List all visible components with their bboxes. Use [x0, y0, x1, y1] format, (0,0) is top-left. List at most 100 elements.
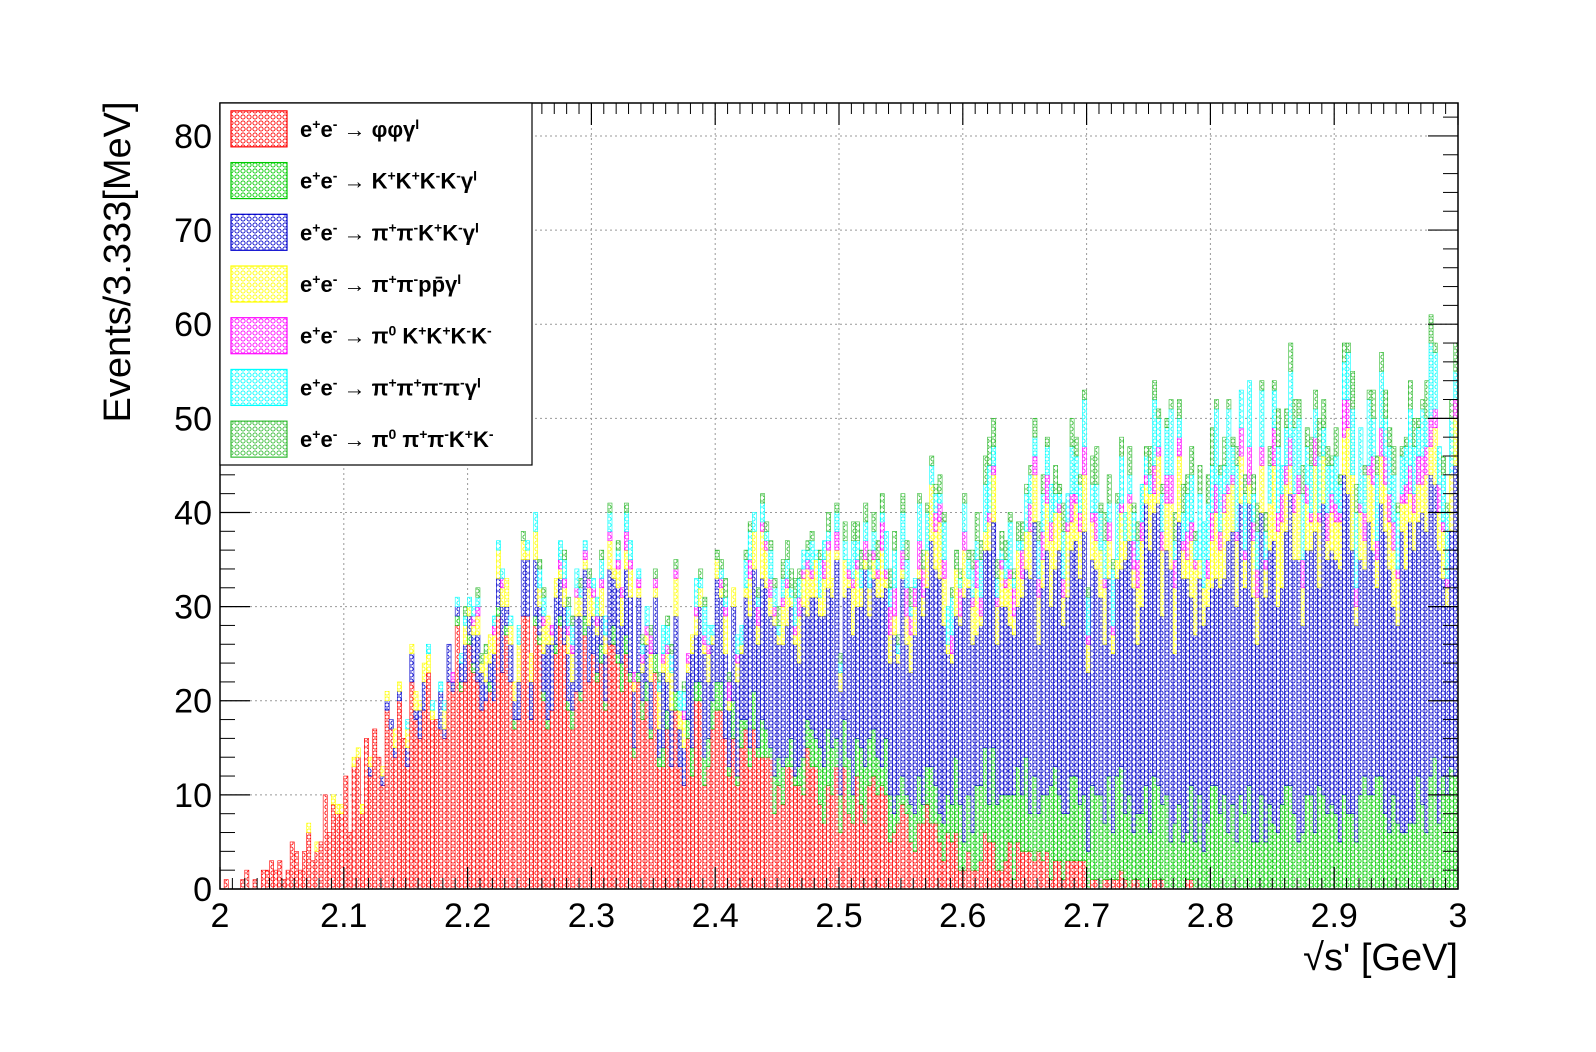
- histogram-bin: [710, 728, 716, 890]
- legend-entry: e+e- → π0 K+K+K-K-: [230, 317, 492, 355]
- histogram-bin: [780, 766, 786, 805]
- histogram-bin: [1044, 502, 1050, 551]
- histogram-bin: [516, 719, 522, 890]
- histogram-bin: [595, 672, 600, 683]
- histogram-bin: [293, 851, 299, 890]
- histogram-bin: [677, 766, 683, 890]
- histogram-bin: [896, 643, 902, 654]
- histogram-bin: [1366, 399, 1372, 466]
- histogram-bin: [1321, 794, 1327, 890]
- histogram-bin: [945, 606, 951, 645]
- histogram-bin: [1016, 521, 1021, 542]
- histogram-bin: [768, 615, 774, 749]
- histogram-bin: [1218, 813, 1223, 890]
- histogram-bin: [1218, 530, 1223, 551]
- histogram-bin: [1292, 493, 1298, 513]
- histogram-bin: [933, 483, 939, 494]
- histogram-bin: [459, 653, 464, 664]
- histogram-bin: [281, 879, 287, 890]
- histogram-bin: [718, 681, 724, 711]
- histogram-bin: [669, 766, 675, 890]
- x-tick-labels: 2 2.1 2.2 2.3 2.4 2.5 2.6 2.7 2.8 2.9 3: [211, 897, 1468, 935]
- histogram-bin: [652, 672, 658, 890]
- histogram-bin: [393, 728, 398, 749]
- histogram-bin: [987, 512, 992, 523]
- histogram-bin: [855, 521, 860, 542]
- histogram-bin: [784, 756, 790, 767]
- histogram-bin: [950, 587, 955, 598]
- histogram-bin: [830, 747, 836, 796]
- histogram-bin: [1086, 587, 1091, 598]
- histogram-bin: [450, 691, 456, 890]
- histogram-bin: [1333, 502, 1339, 523]
- histogram-bin: [1226, 493, 1232, 542]
- histogram-bin: [805, 549, 811, 560]
- histogram-bin: [718, 578, 724, 589]
- histogram-bin: [1057, 860, 1063, 890]
- histogram-bin: [537, 634, 543, 645]
- histogram-bin: [1280, 803, 1285, 890]
- histogram-bin: [896, 634, 902, 645]
- histogram-bin: [950, 803, 955, 843]
- histogram-bin: [632, 756, 638, 890]
- histogram-bin: [842, 559, 848, 598]
- histogram-bin: [879, 521, 885, 551]
- histogram-bin: [1168, 568, 1174, 843]
- histogram-bin: [1309, 549, 1314, 796]
- histogram-bin: [855, 559, 860, 570]
- legend-swatch: [230, 110, 288, 148]
- histogram-bin: [793, 578, 798, 598]
- histogram-bin: [1251, 493, 1256, 523]
- histogram-bin: [995, 578, 1001, 598]
- histogram-bin: [1148, 446, 1153, 476]
- histogram-bin: [813, 766, 819, 890]
- histogram-bin: [1247, 785, 1252, 890]
- legend-swatch: [230, 265, 288, 303]
- histogram-bin: [438, 681, 444, 692]
- histogram-bin: [690, 653, 695, 749]
- histogram-bin: [1412, 512, 1417, 551]
- histogram-bin: [1016, 540, 1021, 551]
- histogram-bin: [1057, 483, 1063, 494]
- histogram-bin: [525, 549, 530, 560]
- histogram-bin: [1069, 775, 1075, 862]
- histogram-bin: [1383, 530, 1389, 814]
- histogram-bin: [1065, 530, 1071, 598]
- histogram-bin: [884, 794, 889, 890]
- histogram-bin: [1040, 530, 1046, 560]
- histogram-bin: [1016, 606, 1021, 767]
- histogram-bin: [1218, 474, 1223, 532]
- histogram-bin: [892, 587, 898, 617]
- histogram-bin: [764, 728, 770, 758]
- histogram-bin: [1065, 860, 1071, 890]
- histogram-bin: [1259, 465, 1265, 513]
- histogram-bin: [1160, 493, 1166, 532]
- histogram-bin: [384, 709, 390, 890]
- histogram-bin: [805, 719, 811, 749]
- histogram-bin: [1143, 455, 1149, 476]
- histogram-bin: [1135, 643, 1141, 814]
- histogram-bin: [760, 578, 765, 720]
- histogram-bin: [533, 559, 539, 617]
- histogram-bin: [1156, 455, 1162, 504]
- histogram-bin: [1106, 578, 1112, 777]
- x-tick-label: 2.8: [1187, 897, 1234, 935]
- histogram-bin: [904, 615, 910, 645]
- histogram-bin: [1102, 578, 1108, 589]
- histogram-bin: [925, 549, 931, 589]
- histogram-bin: [685, 738, 691, 890]
- histogram-bin: [1238, 427, 1244, 457]
- histogram-bin: [995, 869, 1001, 890]
- histogram-bin: [698, 568, 704, 579]
- histogram-bin: [723, 596, 728, 607]
- histogram-bin: [1032, 860, 1038, 890]
- histogram-bin: [739, 653, 745, 720]
- histogram-bin: [611, 625, 617, 645]
- histogram-bin: [735, 662, 741, 683]
- histogram-bin: [797, 766, 803, 786]
- histogram-bin: [1366, 474, 1372, 523]
- histogram-bin: [364, 738, 369, 890]
- histogram-bin: [661, 625, 666, 654]
- histogram-bin: [1098, 596, 1104, 796]
- histogram-bin: [335, 813, 340, 890]
